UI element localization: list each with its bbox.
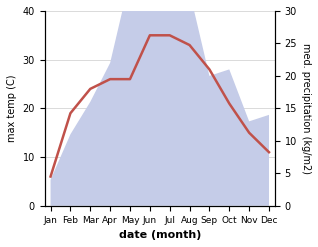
- Y-axis label: max temp (C): max temp (C): [7, 75, 17, 142]
- Y-axis label: med. precipitation (kg/m2): med. precipitation (kg/m2): [301, 43, 311, 174]
- X-axis label: date (month): date (month): [119, 230, 201, 240]
